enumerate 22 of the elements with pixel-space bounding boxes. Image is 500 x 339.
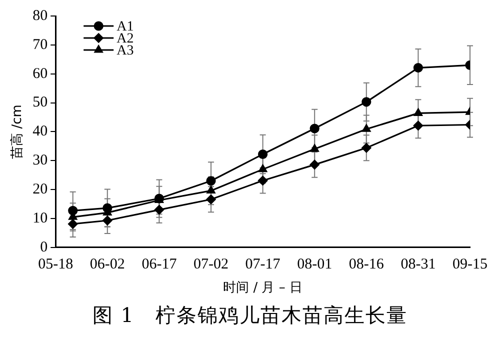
y-tick-label: 50 (32, 94, 48, 111)
y-tick-label: 30 (32, 152, 48, 169)
x-tick-label: 08-16 (348, 256, 384, 272)
caption: 图 1 柠条锦鸡儿苗木苗高生长量 (91, 302, 409, 329)
legend-label: A3 (116, 44, 134, 59)
y-tick-label: 80 (32, 8, 48, 24)
y-axis-title: 苗高 /cm (9, 104, 26, 159)
y-tick-label: 0 (40, 239, 48, 256)
x-tick-label: 06-17 (142, 256, 178, 272)
x-tick-label: 08-31 (400, 256, 436, 272)
y-tick-label: 60 (32, 66, 48, 82)
x-tick-label: 08-01 (297, 256, 332, 272)
y-tick-label: 10 (32, 210, 48, 226)
y-tick-label: 40 (32, 124, 48, 140)
x-axis-title: 时间 / 月 – 日 (223, 280, 303, 296)
x-tick-label: 05-18 (38, 256, 74, 272)
x-tick-label: 06-02 (90, 256, 125, 272)
y-tick-label: 70 (32, 36, 48, 53)
x-tick-label: 07-02 (194, 256, 228, 272)
x-tick-label: 09-15 (452, 256, 488, 272)
y-tick-label: 20 (32, 181, 48, 198)
x-tick-label: 07-17 (245, 256, 281, 272)
